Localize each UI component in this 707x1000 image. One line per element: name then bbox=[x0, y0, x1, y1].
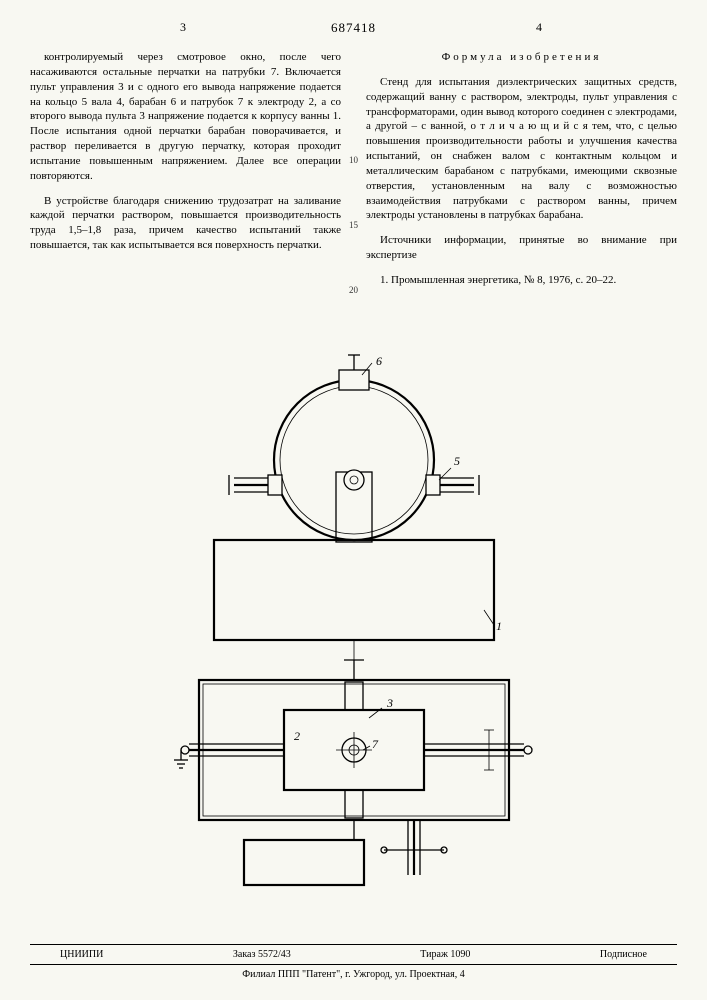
footer-tirage: Тираж 1090 bbox=[420, 949, 470, 960]
text-columns: контролируемый через смотровое окно, пос… bbox=[30, 50, 677, 298]
line-number: 15 bbox=[349, 220, 358, 230]
paragraph: контролируемый через смотровое окно, пос… bbox=[30, 50, 341, 184]
svg-text:7: 7 bbox=[372, 737, 379, 751]
paragraph: В устройстве благодаря снижению трудозат… bbox=[30, 194, 341, 253]
line-number: 10 bbox=[349, 155, 358, 165]
footer-branch: Филиал ППП "Патент", г. Ужгород, ул. Про… bbox=[30, 969, 677, 980]
right-column-number: 4 bbox=[536, 20, 542, 35]
technical-diagram: 6 5 1 3 2 7 bbox=[144, 330, 564, 910]
footer-sub: Подписное bbox=[600, 949, 647, 960]
svg-text:6: 6 bbox=[376, 354, 382, 368]
svg-text:5: 5 bbox=[454, 454, 460, 468]
document-number: 687418 bbox=[331, 20, 376, 36]
claims-title: Формула изобретения bbox=[366, 50, 677, 65]
paragraph: Источники информации, принятые во вниман… bbox=[366, 233, 677, 263]
footer-row-1: ЦНИИПИ Заказ 5572/43 Тираж 1090 Подписно… bbox=[30, 949, 677, 965]
footer: ЦНИИПИ Заказ 5572/43 Тираж 1090 Подписно… bbox=[30, 944, 677, 980]
left-column: контролируемый через смотровое окно, пос… bbox=[30, 50, 341, 298]
patent-page: 3 4 687418 10 15 20 контролируемый через… bbox=[0, 0, 707, 1000]
left-column-number: 3 bbox=[180, 20, 186, 35]
footer-org: ЦНИИПИ bbox=[60, 949, 103, 960]
svg-text:1: 1 bbox=[496, 619, 502, 633]
line-number: 20 bbox=[349, 285, 358, 295]
right-column: Формула изобретения Стенд для испытания … bbox=[366, 50, 677, 298]
paragraph: 1. Промышленная энергетика, № 8, 1976, с… bbox=[366, 273, 677, 288]
svg-text:3: 3 bbox=[386, 696, 393, 710]
paragraph: Стенд для испытания диэлектрических защи… bbox=[366, 75, 677, 223]
footer-order: Заказ 5572/43 bbox=[233, 949, 291, 960]
svg-text:2: 2 bbox=[294, 729, 300, 743]
